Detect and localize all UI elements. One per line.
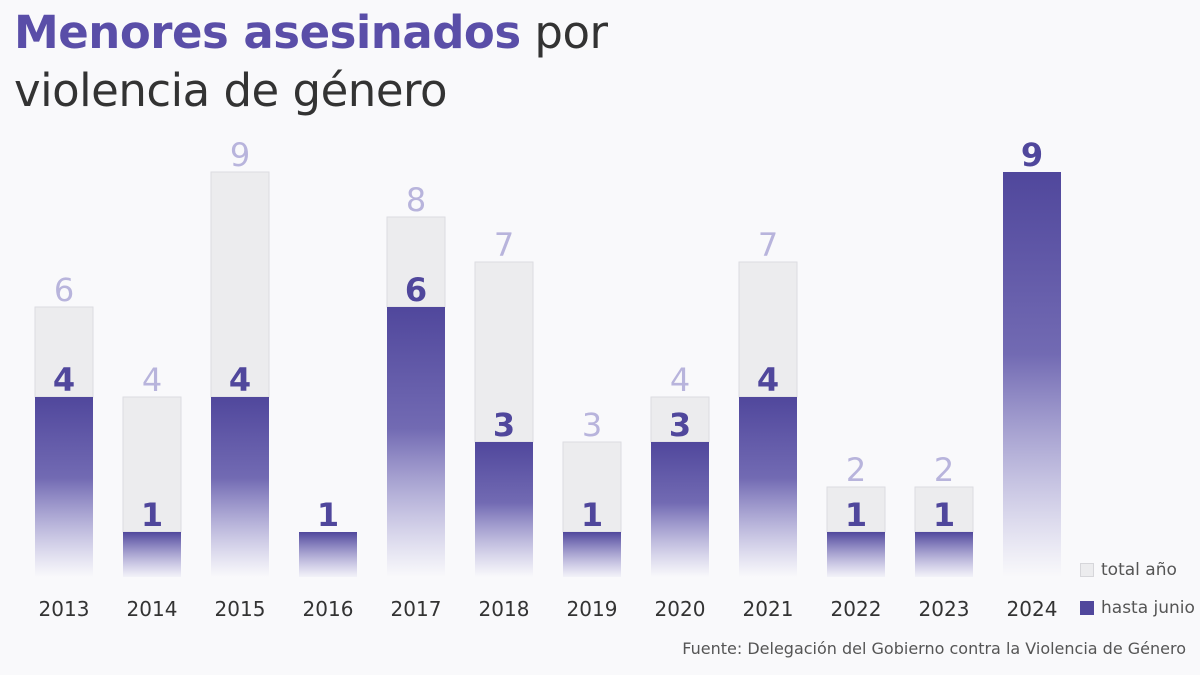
label-total-2023: 2 [934,451,954,489]
label-hasta-2020: 3 [669,406,691,444]
bar-hasta-2021 [739,397,797,577]
label-hasta-2022: 1 [845,496,867,534]
source-note: Fuente: Delegación del Gobierno contra l… [682,639,1186,658]
x-tick-label: 2018 [479,597,530,621]
label-hasta-2021: 4 [757,361,779,399]
legend-swatch-hasta [1080,601,1094,615]
x-tick-label: 2023 [919,597,970,621]
label-hasta-2024: 9 [1021,136,1043,174]
label-hasta-2019: 1 [581,496,603,534]
label-total-2021: 7 [758,226,778,264]
label-hasta-2023: 1 [933,496,955,534]
title-line2: violencia de género [14,64,448,117]
bar-hasta-2015 [211,397,269,577]
x-tick-label: 2021 [743,597,794,621]
label-hasta-2015: 4 [229,361,251,399]
label-hasta-2018: 3 [493,406,515,444]
bar-hasta-2018 [475,442,533,577]
x-tick-label: 2013 [39,597,90,621]
bar-total-2013 [34,306,94,398]
label-total-2015: 9 [230,136,250,174]
x-tick-label: 2020 [655,597,706,621]
legend-swatch-total [1080,563,1094,577]
legend-item-hasta: hasta junio [1080,598,1195,618]
label-total-2020: 4 [670,361,690,399]
bar-total-2021 [738,261,798,398]
x-tick-label: 2024 [1007,597,1058,621]
bar-hasta-2017 [387,307,445,577]
bar-hasta-2023 [915,532,973,577]
bar-total-2019 [562,441,622,533]
label-total-2017: 8 [406,181,426,219]
legend-label-hasta: hasta junio [1101,598,1195,618]
legend-item-total: total año [1080,560,1195,580]
label-total-2013: 6 [54,271,74,309]
label-total-2019: 3 [582,406,602,444]
bar-hasta-2014 [123,532,181,577]
bar-total-2020 [650,396,710,443]
chart-title: Menores asesinados por violencia de géner… [14,4,608,120]
label-total-2014: 4 [142,361,162,399]
x-tick-label: 2015 [215,597,266,621]
label-hasta-2014: 1 [141,496,163,534]
legend-label-total: total año [1101,560,1177,580]
bar-hasta-2024 [1003,172,1061,577]
title-bold: Menores asesinados [14,6,521,59]
label-hasta-2013: 4 [53,361,75,399]
bar-hasta-2019 [563,532,621,577]
bar-hasta-2022 [827,532,885,577]
label-total-2022: 2 [846,451,866,489]
x-tick-label: 2019 [567,597,618,621]
bar-total-2022 [826,486,886,533]
bars-group: 6 4 2013 4 1 2014 9 4 2015 1 2016 8 6 2017 7 3 2018 3 1 201… [34,136,1061,621]
label-total-2018: 7 [494,226,514,264]
bar-hasta-2013 [35,397,93,577]
x-tick-label: 2016 [303,597,354,621]
bar-hasta-2016 [299,532,357,577]
x-tick-label: 2022 [831,597,882,621]
legend: total año hasta junio [1080,560,1195,636]
x-tick-label: 2014 [127,597,178,621]
label-hasta-2016: 1 [317,496,339,534]
title-rest: por [520,6,608,59]
label-hasta-2017: 6 [405,271,427,309]
x-tick-label: 2017 [391,597,442,621]
bar-hasta-2020 [651,442,709,577]
